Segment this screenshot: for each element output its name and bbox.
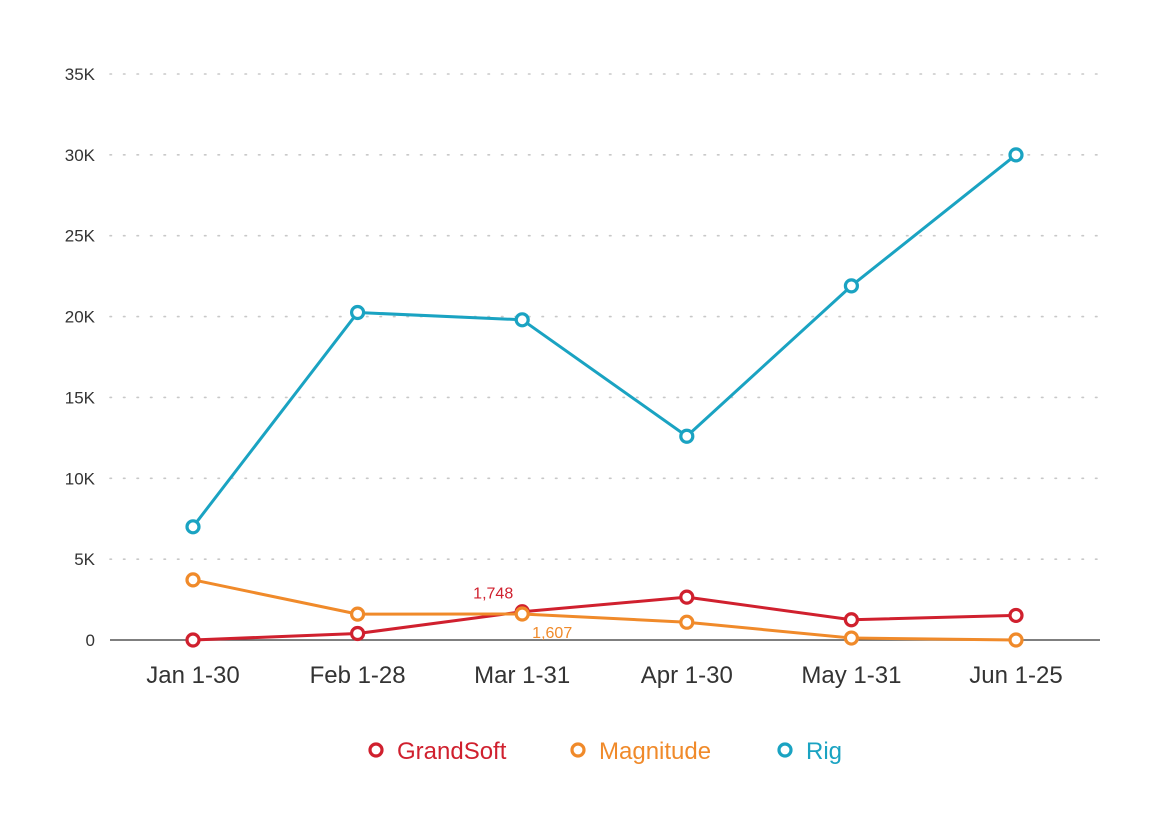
y-tick-label: 5K: [74, 550, 95, 569]
data-point-magnitude: [1008, 632, 1024, 648]
data-point-rig: [350, 304, 366, 321]
data-point-magnitude: [514, 606, 530, 622]
y-tick-label: 0: [86, 631, 95, 650]
data-point-rig: [185, 519, 201, 535]
y-tick-label: 20K: [65, 308, 96, 327]
legend-item-magnitude: Magnitude: [570, 738, 711, 765]
data-point-magnitude: [843, 630, 860, 646]
data-point-grandsoft: [843, 612, 860, 628]
x-tick-label: Mar 1-31: [474, 662, 570, 689]
legend: GrandSoft Magnitude Rig: [368, 738, 842, 765]
data-point-grandsoft: [185, 632, 201, 648]
y-tick-label: 35K: [65, 65, 96, 84]
legend-item-rig: Rig: [777, 738, 842, 765]
x-axis-tick-labels: Jan 1-30 Feb 1-28 Mar 1-31 Apr 1-30 May 1-31…: [146, 662, 1062, 689]
legend-marker: [777, 742, 793, 758]
gridlines: [109, 73, 1101, 560]
x-tick-label: Apr 1-30: [641, 662, 733, 689]
data-label-magnitude: 1,607: [532, 625, 572, 642]
series-magnitude: [185, 572, 1024, 648]
series-line-rig: [191, 153, 1018, 529]
data-label-grandsoft: 1,748: [473, 586, 513, 603]
data-point-rig: [679, 428, 695, 444]
y-axis-tick-labels: 0 5K 10K 15K 20K 25K 30K 35K: [65, 65, 96, 650]
data-point-magnitude: [350, 606, 366, 622]
x-tick-label: Feb 1-28: [310, 662, 406, 689]
legend-label: Magnitude: [599, 738, 711, 765]
series-line-magnitude: [191, 578, 1018, 642]
data-point-grandsoft: [679, 589, 695, 605]
x-tick-label: May 1-31: [801, 662, 901, 689]
y-tick-label: 25K: [65, 227, 96, 246]
series-lines: [185, 147, 1024, 648]
y-tick-label: 10K: [65, 469, 96, 488]
data-point-rig: [514, 312, 530, 328]
data-point-rig: [843, 278, 860, 294]
legend-marker: [368, 742, 384, 758]
data-labels: 1,748 1,607: [473, 586, 572, 642]
legend-item-grandsoft: GrandSoft: [368, 738, 507, 765]
x-tick-label: Jan 1-30: [146, 662, 239, 689]
data-point-rig: [1008, 147, 1024, 163]
data-point-magnitude: [679, 614, 695, 630]
data-point-grandsoft: [350, 625, 366, 642]
series-line-grandsoft: [191, 595, 1018, 642]
data-point-grandsoft: [1008, 607, 1024, 624]
series-rig: [185, 147, 1024, 535]
legend-label: GrandSoft: [397, 738, 507, 765]
legend-label: Rig: [806, 738, 842, 765]
y-tick-label: 15K: [65, 388, 96, 407]
y-tick-label: 30K: [65, 146, 96, 165]
x-tick-label: Jun 1-25: [969, 662, 1062, 689]
data-point-magnitude: [185, 572, 201, 588]
legend-marker: [570, 742, 586, 758]
